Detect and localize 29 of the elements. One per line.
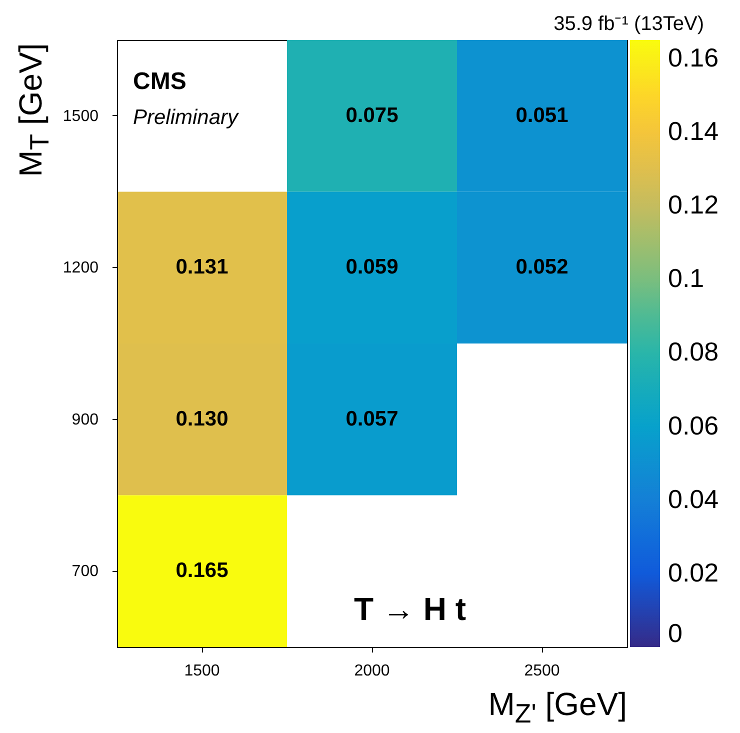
y-tick-label: 1500 (62, 108, 99, 125)
x-tick-label: 2500 (524, 662, 560, 680)
color-bar-label: 0.06 (668, 410, 719, 440)
annotation: CMS (133, 68, 186, 95)
data-label: 0.057 (346, 407, 398, 430)
data-label: 0.051 (516, 104, 569, 127)
color-bar-label: 0.16 (668, 42, 719, 72)
x-tick-label: 1500 (184, 662, 220, 680)
y-tick-label: 1200 (62, 260, 99, 277)
y-tick-label: 900 (72, 411, 99, 428)
y-tick-label: 700 (72, 563, 99, 580)
x-axis-title: M$_{Z'}$ [GeV] (488, 686, 627, 730)
annotation: T → H t (354, 591, 466, 627)
color-bar-label: 0.02 (668, 557, 719, 588)
data-label: 0.075 (346, 104, 399, 127)
data-label: 0.052 (516, 256, 568, 279)
annotation: Preliminary (133, 106, 240, 129)
data-label: 0.059 (346, 256, 398, 279)
color-bar-label: 0.04 (668, 484, 719, 514)
x-tick-label: 2000 (354, 662, 390, 680)
color-bar-label: 0.12 (668, 190, 719, 220)
chart-title: 35.9 fb⁻¹ (13TeV) (554, 13, 704, 35)
color-bar-label: 0.1 (668, 263, 704, 294)
data-label: 0.130 (176, 407, 228, 430)
color-bar-label: 0.08 (668, 336, 719, 367)
data-label: 0.165 (176, 559, 229, 582)
data-label: 0.131 (176, 256, 229, 279)
color-bar-label: 0.14 (668, 116, 719, 146)
color-bar-label: 0 (668, 618, 682, 648)
